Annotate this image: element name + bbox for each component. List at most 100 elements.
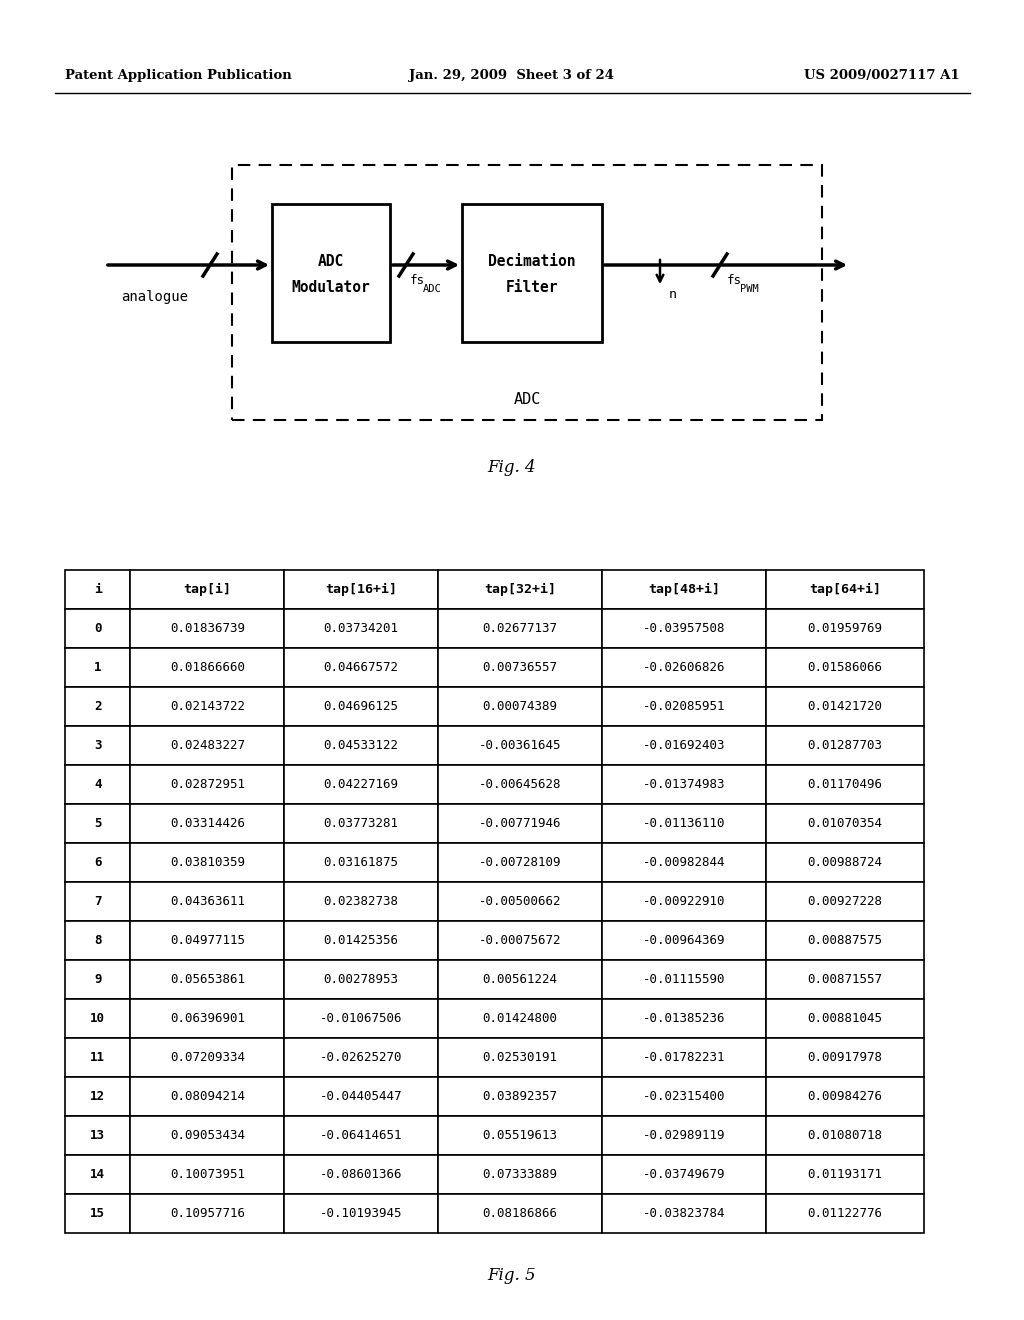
Text: 7: 7 [94, 895, 101, 908]
Text: Decimation: Decimation [488, 253, 575, 268]
Bar [285, 1038, 438, 1077]
Text: tap[16+i]: tap[16+i] [326, 583, 397, 597]
Text: 0.03773281: 0.03773281 [324, 817, 398, 830]
Bar [65, 960, 130, 999]
Bar [438, 1195, 602, 1233]
Text: 0.10073951: 0.10073951 [170, 1168, 245, 1181]
Bar [285, 1195, 438, 1233]
Text: -0.10193945: -0.10193945 [319, 1206, 402, 1220]
Bar [65, 1038, 130, 1077]
Bar [438, 882, 602, 921]
Text: analogue: analogue [122, 290, 188, 304]
Text: -0.01115590: -0.01115590 [643, 973, 725, 986]
Text: Fig. 5: Fig. 5 [487, 1266, 537, 1283]
Bar [602, 648, 766, 686]
Text: 0.00927228: 0.00927228 [808, 895, 883, 908]
Bar [766, 570, 925, 609]
Text: 0.04696125: 0.04696125 [324, 700, 398, 713]
Bar [766, 921, 925, 960]
Bar [438, 960, 602, 999]
Text: -0.00964369: -0.00964369 [643, 935, 725, 946]
Bar [130, 843, 285, 882]
Text: -0.01136110: -0.01136110 [643, 817, 725, 830]
Bar [130, 999, 285, 1038]
Text: 0.01425356: 0.01425356 [324, 935, 398, 946]
Bar [766, 804, 925, 843]
Bar [602, 1195, 766, 1233]
Text: 0.01424800: 0.01424800 [482, 1012, 558, 1026]
Text: -0.01692403: -0.01692403 [643, 739, 725, 752]
Text: 15: 15 [90, 1206, 105, 1220]
Text: 0.01866660: 0.01866660 [170, 661, 245, 675]
Bar [285, 843, 438, 882]
Text: -0.02989119: -0.02989119 [643, 1129, 725, 1142]
Bar [65, 686, 130, 726]
Text: 0.03314426: 0.03314426 [170, 817, 245, 830]
Bar [65, 843, 130, 882]
Bar [766, 609, 925, 648]
Text: -0.00075672: -0.00075672 [479, 935, 561, 946]
Bar [285, 1115, 438, 1155]
Bar [438, 1155, 602, 1195]
Text: -0.00982844: -0.00982844 [643, 855, 725, 869]
Text: tap[i]: tap[i] [183, 583, 231, 597]
Text: ADC: ADC [423, 284, 441, 294]
Text: -0.01067506: -0.01067506 [319, 1012, 402, 1026]
Text: 3: 3 [94, 739, 101, 752]
Text: Fig. 4: Fig. 4 [487, 459, 537, 477]
Text: 0.05519613: 0.05519613 [482, 1129, 558, 1142]
Text: fs: fs [410, 275, 425, 288]
Text: 0.01836739: 0.01836739 [170, 622, 245, 635]
Text: 0.07209334: 0.07209334 [170, 1051, 245, 1064]
Text: ADC: ADC [317, 253, 344, 268]
Text: Filter: Filter [506, 280, 558, 294]
Bar [65, 882, 130, 921]
Text: 0.04363611: 0.04363611 [170, 895, 245, 908]
Bar [766, 1038, 925, 1077]
Text: -0.02085951: -0.02085951 [643, 700, 725, 713]
Bar [285, 726, 438, 766]
Bar [285, 882, 438, 921]
Bar [130, 1115, 285, 1155]
Text: -0.02315400: -0.02315400 [643, 1090, 725, 1104]
Bar [438, 843, 602, 882]
Bar [65, 766, 130, 804]
Text: 0.03161875: 0.03161875 [324, 855, 398, 869]
Bar [65, 609, 130, 648]
Bar [602, 804, 766, 843]
Text: 0.03892357: 0.03892357 [482, 1090, 558, 1104]
Text: 0.00074389: 0.00074389 [482, 700, 558, 713]
Text: -0.00361645: -0.00361645 [479, 739, 561, 752]
Bar [65, 1077, 130, 1115]
Text: 0.07333889: 0.07333889 [482, 1168, 558, 1181]
Bar [602, 1115, 766, 1155]
Bar [130, 960, 285, 999]
Bar [602, 999, 766, 1038]
Text: 0.02143722: 0.02143722 [170, 700, 245, 713]
Text: 0.04227169: 0.04227169 [324, 777, 398, 791]
Bar [438, 999, 602, 1038]
Bar [766, 1155, 925, 1195]
Text: 0.00278953: 0.00278953 [324, 973, 398, 986]
Text: 0.00917978: 0.00917978 [808, 1051, 883, 1064]
Bar [130, 804, 285, 843]
Bar [285, 686, 438, 726]
Text: 0.00881045: 0.00881045 [808, 1012, 883, 1026]
Text: -0.03823784: -0.03823784 [643, 1206, 725, 1220]
Text: i: i [93, 583, 101, 597]
Bar [438, 726, 602, 766]
Text: -0.04405447: -0.04405447 [319, 1090, 402, 1104]
Text: 0.08186866: 0.08186866 [482, 1206, 558, 1220]
Text: 10: 10 [90, 1012, 105, 1026]
Bar [285, 1155, 438, 1195]
Bar [602, 1038, 766, 1077]
Bar [766, 960, 925, 999]
Text: 0.04667572: 0.04667572 [324, 661, 398, 675]
Text: 0.02483227: 0.02483227 [170, 739, 245, 752]
Bar [766, 999, 925, 1038]
Bar [285, 1077, 438, 1115]
Text: 4: 4 [94, 777, 101, 791]
Bar [438, 1115, 602, 1155]
Bar [285, 648, 438, 686]
Bar [65, 804, 130, 843]
